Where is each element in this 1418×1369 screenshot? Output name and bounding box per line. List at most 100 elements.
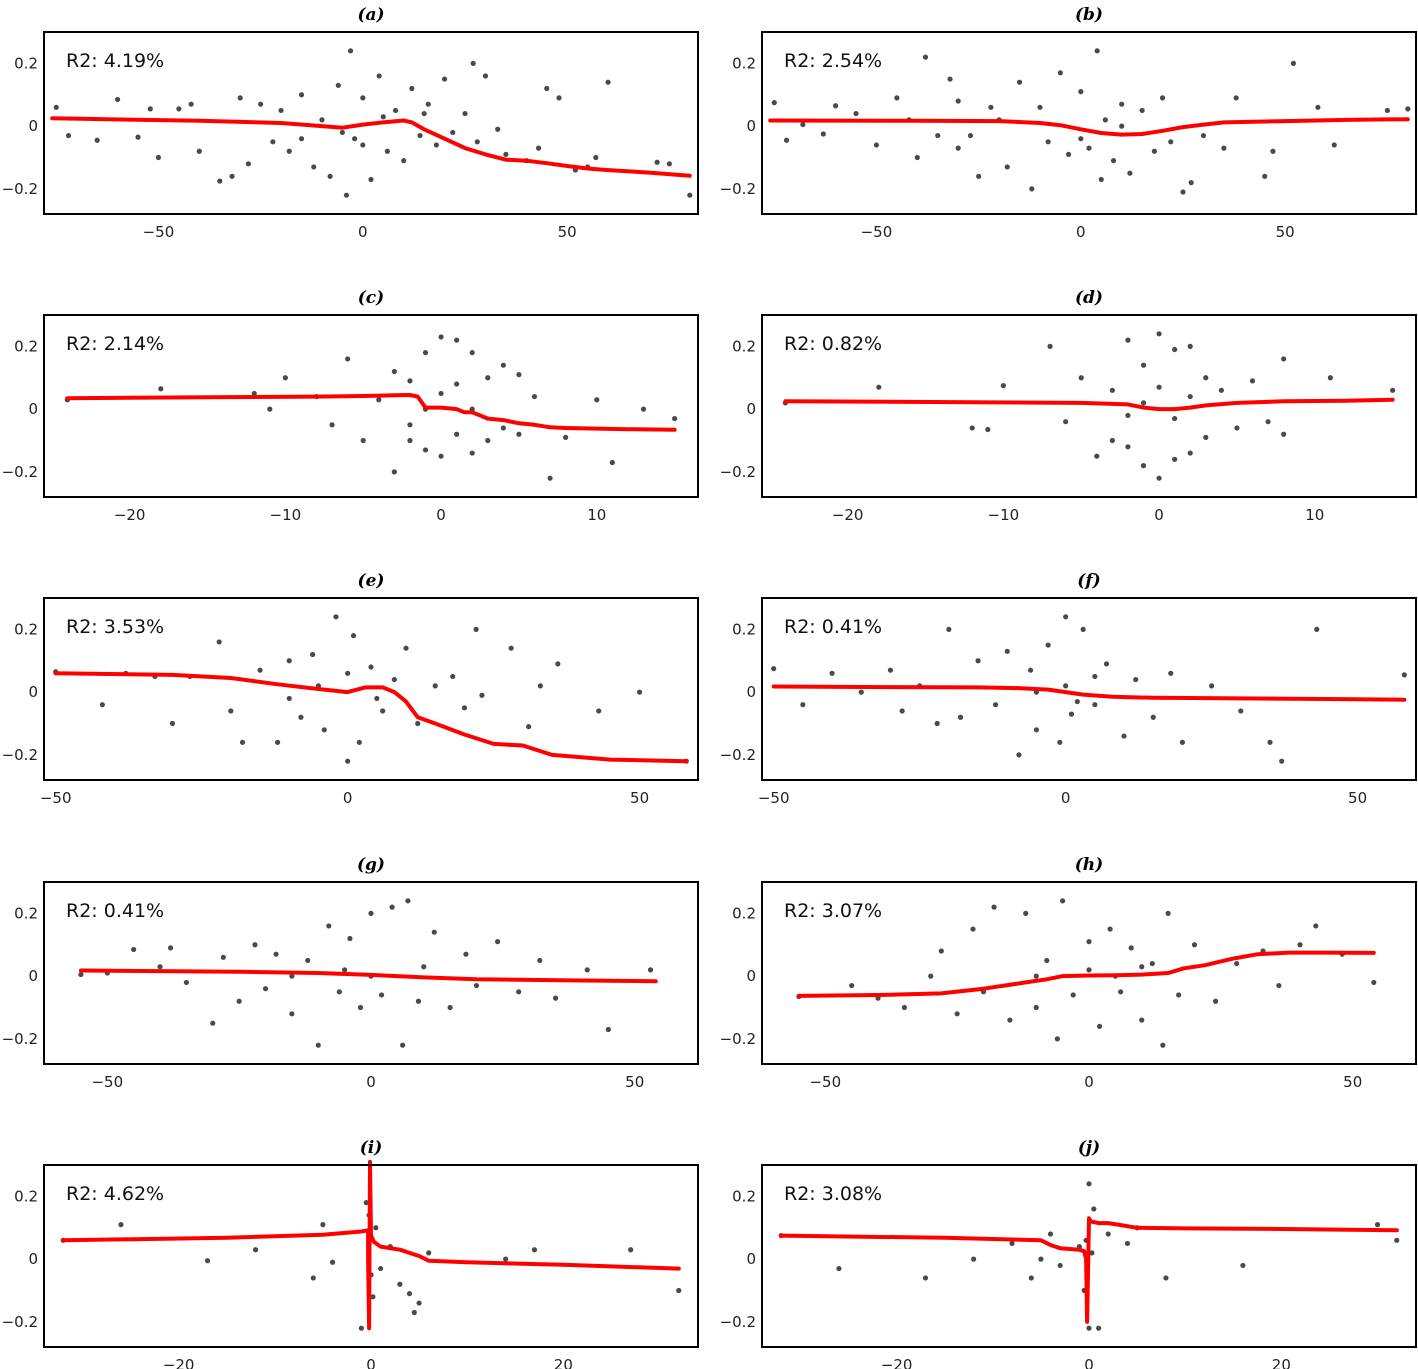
chart-panel-6: (f) R2: 0.41% 0.2 0 −0.2 −50 0 50 [720, 571, 1417, 807]
chart-panel-8: (h) R2: 3.07% 0.2 0 −0.2 −50 0 50 [720, 855, 1417, 1091]
scatter-point [229, 173, 235, 179]
scatter-point [118, 1222, 124, 1228]
scatter-point [169, 720, 176, 727]
y-tick-label: −0.2 [720, 746, 756, 764]
scatter-point [1045, 139, 1051, 145]
x-tick-label: −50 [809, 1073, 841, 1091]
scatter-point [1057, 1262, 1063, 1269]
scatter-point [485, 375, 491, 381]
fitted-curve [78, 968, 658, 984]
scatter-point [433, 142, 439, 148]
scatter-point [270, 139, 276, 145]
y-tick-label: 0.2 [14, 904, 38, 922]
fitted-curve [50, 116, 692, 178]
scatter-point [220, 954, 226, 960]
scatter-point [914, 154, 920, 161]
scatter-point [380, 708, 386, 714]
scatter-point [609, 459, 615, 466]
x-tick-label: 50 [1276, 223, 1295, 241]
scatter-point [305, 957, 311, 964]
scatter-point [286, 148, 292, 154]
scatter-point [345, 758, 351, 764]
x-tick-label: 0 [1061, 789, 1071, 807]
scatter-point [1119, 101, 1125, 107]
panel-title: (g) [357, 855, 385, 875]
panel-title: (a) [357, 5, 384, 25]
scatter-point [1390, 387, 1396, 393]
scatter-point [647, 967, 654, 973]
scatter-point [438, 390, 444, 397]
scatter-point [901, 1004, 908, 1011]
scatter-point [167, 945, 174, 951]
x-tick-label: 0 [1154, 506, 1164, 524]
scatter-point [421, 110, 427, 117]
y-tick-label: 0 [746, 1250, 756, 1268]
chart-panel-1: (a) R2: 4.19% 0.2 0 −0.2 −50 0 50 [2, 5, 699, 241]
scatter-point [1276, 982, 1282, 989]
scatter-point [1279, 758, 1285, 764]
scatter-point [1078, 136, 1084, 142]
scatter-point [273, 951, 279, 957]
scatter-point [373, 1225, 379, 1231]
x-tick-label: −10 [988, 506, 1020, 524]
scatter-point [389, 904, 395, 910]
scatter-point [858, 689, 864, 695]
scatter-point [157, 964, 163, 970]
scatter-point [289, 973, 295, 979]
scatter-point [1109, 437, 1115, 444]
scatter-point [516, 431, 522, 437]
panel-title: (d) [1075, 288, 1103, 308]
scatter-point [438, 453, 444, 459]
scatter-point [1281, 431, 1287, 437]
scatter-point [1188, 180, 1194, 186]
scatter-point [352, 136, 358, 142]
scatter-point [415, 998, 422, 1004]
scatter-point [358, 1325, 364, 1331]
scatter-point [1057, 739, 1063, 745]
scatter-point [1371, 979, 1377, 986]
scatter-point [1109, 387, 1115, 393]
scatter-point [378, 1265, 384, 1272]
scatter-point [298, 714, 304, 720]
scatter-point [1094, 48, 1100, 54]
x-tick-label: −20 [114, 506, 146, 524]
chart-panel-3: (c) R2: 2.14% 0.2 0 −0.2 −20 −10 0 10 [2, 288, 699, 524]
y-tick-label: 0.2 [732, 54, 756, 72]
scatter-point [563, 434, 569, 440]
scatter-point [1121, 733, 1127, 739]
scatter-point [470, 60, 476, 66]
x-tick-label: −20 [832, 506, 864, 524]
scatter-point [1038, 1256, 1044, 1262]
scatter-point [1191, 942, 1198, 948]
scatter-point [397, 1281, 403, 1287]
scatter-points [53, 48, 693, 198]
scatter-point [1156, 331, 1162, 337]
plot-frame [761, 881, 1417, 1065]
scatter-point [462, 110, 468, 117]
r2-label: R2: 3.07% [784, 900, 882, 922]
scatter-point [482, 73, 489, 79]
scatter-point [380, 114, 386, 120]
x-tick-label: 0 [1084, 1356, 1094, 1369]
scatter-point [376, 397, 382, 403]
scatter-point [1086, 1181, 1092, 1187]
scatter-point [350, 633, 357, 639]
scatter-point [1187, 343, 1193, 349]
plot-frame [43, 1164, 699, 1348]
scatter-point [258, 101, 264, 107]
scatter-point [1172, 456, 1178, 462]
scatter-point [1159, 95, 1166, 101]
panel-title: (e) [358, 571, 385, 591]
scatter-point [1057, 70, 1063, 76]
y-tick-label: 0 [28, 400, 38, 418]
scatter-point [1384, 107, 1390, 114]
scatter-point [1029, 186, 1035, 192]
scatter-point [1179, 739, 1186, 745]
scatter-point [1086, 1325, 1092, 1331]
scatter-point [596, 708, 602, 714]
fitted-curve [771, 684, 1407, 702]
scatter-point [957, 714, 964, 720]
scatter-point [65, 132, 72, 139]
scatter-point [1203, 434, 1209, 440]
scatter-point [928, 973, 934, 979]
